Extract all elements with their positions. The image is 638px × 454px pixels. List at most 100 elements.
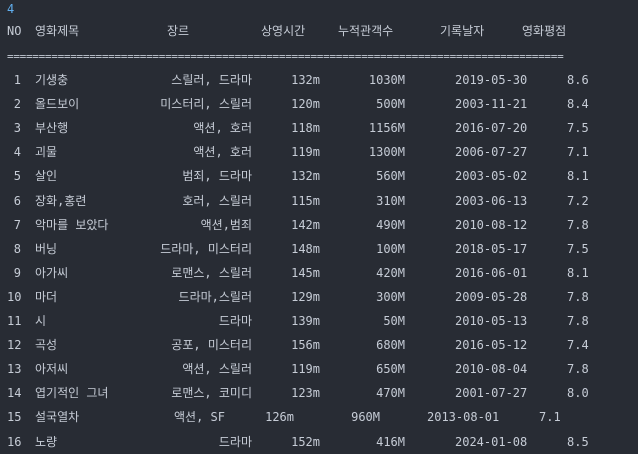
cell-audience: 490M bbox=[376, 218, 405, 232]
cell-audience: 50M bbox=[383, 314, 405, 328]
cell-no: 14 bbox=[7, 386, 22, 400]
cell-title: 곡성 bbox=[35, 338, 58, 352]
cell-audience: 1156M bbox=[368, 121, 405, 135]
cell-title: 악마를 보았다 bbox=[35, 218, 109, 232]
cell-rating: 7.8 bbox=[567, 218, 589, 232]
cell-audience: 310M bbox=[376, 194, 405, 208]
cell-rating: 7.1 bbox=[567, 145, 589, 159]
cell-title: 버닝 bbox=[35, 242, 58, 256]
cell-date: 2016-06-01 bbox=[455, 266, 528, 280]
cell-rating: 8.6 bbox=[567, 73, 589, 87]
cell-genre: 드라마,스릴러 bbox=[178, 290, 252, 304]
cell-runtime: 119m bbox=[291, 362, 320, 376]
cell-rating: 8.5 bbox=[567, 435, 589, 449]
header-no: NO bbox=[7, 24, 22, 38]
cell-runtime: 129m bbox=[291, 290, 320, 304]
cell-no: 16 bbox=[7, 435, 22, 449]
cell-no: 7 bbox=[13, 218, 21, 232]
cell-no: 4 bbox=[13, 145, 21, 159]
cell-no: 15 bbox=[7, 410, 22, 424]
cell-runtime: 119m bbox=[291, 145, 320, 159]
cell-runtime: 118m bbox=[291, 121, 320, 135]
table-row: 8 버닝 드라마, 미스터리 148m 100M 2018-05-17 7.5 bbox=[0, 240, 638, 258]
header-title: 영화제목 bbox=[35, 24, 80, 38]
cell-genre: 액션, 호러 bbox=[193, 121, 252, 135]
cell-audience: 1300M bbox=[368, 145, 405, 159]
cell-no: 5 bbox=[13, 169, 21, 183]
table-row: 3 부산행 액션, 호러 118m 1156M 2016-07-20 7.5 bbox=[0, 119, 638, 137]
cell-no: 9 bbox=[13, 266, 21, 280]
cell-date: 2006-07-27 bbox=[455, 145, 528, 159]
table-row: 5 살인 범죄, 드라마 132m 560M 2003-05-02 8.1 bbox=[0, 167, 638, 185]
header-rating: 영화평점 bbox=[522, 24, 567, 38]
cell-audience: 500M bbox=[376, 97, 405, 111]
cell-audience: 650M bbox=[376, 362, 405, 376]
cell-date: 2009-05-28 bbox=[455, 290, 528, 304]
cell-rating: 7.8 bbox=[567, 314, 589, 328]
header-runtime: 상영시간 bbox=[261, 24, 306, 38]
cell-no: 1 bbox=[13, 73, 21, 87]
cell-title: 살인 bbox=[35, 169, 58, 183]
cell-runtime: 148m bbox=[291, 242, 320, 256]
table-row: 15 설국열차 액션, SF 126m 960M 2013-08-01 7.1 bbox=[0, 408, 638, 426]
cell-date: 2010-08-12 bbox=[455, 218, 528, 232]
input-echo: 4 bbox=[7, 2, 15, 16]
cell-runtime: 156m bbox=[291, 338, 320, 352]
cell-title: 엽기적인 그녀 bbox=[35, 386, 109, 400]
cell-runtime: 120m bbox=[291, 97, 320, 111]
cell-date: 2018-05-17 bbox=[455, 242, 528, 256]
separator-line: ========================================… bbox=[7, 50, 564, 63]
cell-genre: 스릴러, 드라마 bbox=[171, 73, 252, 87]
table-row: 6 장화,홍련 호러, 스릴러 115m 310M 2003-06-13 7.2 bbox=[0, 192, 638, 210]
cell-date: 2016-05-12 bbox=[455, 338, 528, 352]
cell-rating: 7.5 bbox=[567, 242, 589, 256]
cell-rating: 7.5 bbox=[567, 121, 589, 135]
cell-rating: 7.8 bbox=[567, 290, 589, 304]
cell-date: 2003-06-13 bbox=[455, 194, 528, 208]
cell-date: 2010-08-04 bbox=[455, 362, 528, 376]
cell-date: 2003-05-02 bbox=[455, 169, 528, 183]
cell-rating: 7.4 bbox=[567, 338, 589, 352]
cell-rating: 7.8 bbox=[567, 362, 589, 376]
cell-genre: 로맨스, 코미디 bbox=[171, 386, 252, 400]
cell-audience: 100M bbox=[376, 242, 405, 256]
cell-date: 2003-11-21 bbox=[455, 97, 528, 111]
cell-no: 3 bbox=[13, 121, 21, 135]
cell-genre: 호러, 스릴러 bbox=[182, 194, 252, 208]
cell-runtime: 142m bbox=[291, 218, 320, 232]
cell-date: 2010-05-13 bbox=[455, 314, 528, 328]
cell-title: 시 bbox=[35, 314, 47, 328]
cell-no: 12 bbox=[7, 338, 22, 352]
cell-date: 2001-07-27 bbox=[455, 386, 528, 400]
cell-rating: 8.0 bbox=[567, 386, 589, 400]
cell-date: 2019-05-30 bbox=[455, 73, 528, 87]
table-row: 13 아저씨 액션, 스릴러 119m 650M 2010-08-04 7.8 bbox=[0, 360, 638, 378]
table-row: 4 괴물 액션, 호러 119m 1300M 2006-07-27 7.1 bbox=[0, 143, 638, 161]
header-audience: 누적관객수 bbox=[338, 24, 394, 38]
cell-title: 마더 bbox=[35, 290, 58, 304]
cell-audience: 470M bbox=[376, 386, 405, 400]
cell-genre: 공포, 미스터리 bbox=[171, 338, 252, 352]
table-row: 10 마더 드라마,스릴러 129m 300M 2009-05-28 7.8 bbox=[0, 288, 638, 306]
cell-runtime: 115m bbox=[291, 194, 320, 208]
cell-audience: 680M bbox=[376, 338, 405, 352]
cell-audience: 960M bbox=[351, 410, 380, 424]
cell-title: 아저씨 bbox=[35, 362, 69, 376]
cell-runtime: 132m bbox=[291, 73, 320, 87]
cell-no: 13 bbox=[7, 362, 22, 376]
cell-audience: 420M bbox=[376, 266, 405, 280]
table-row: 2 올드보이 미스터리, 스릴러 120m 500M 2003-11-21 8.4 bbox=[0, 95, 638, 113]
cell-title: 부산행 bbox=[35, 121, 69, 135]
cell-audience: 300M bbox=[376, 290, 405, 304]
cell-genre: 범죄, 드라마 bbox=[182, 169, 252, 183]
cell-rating: 8.1 bbox=[567, 169, 589, 183]
cell-genre: 로맨스, 스릴러 bbox=[171, 266, 252, 280]
cell-rating: 7.1 bbox=[539, 410, 561, 424]
table-row: 7 악마를 보았다 액션,범죄 142m 490M 2010-08-12 7.8 bbox=[0, 216, 638, 234]
cell-title: 설국열차 bbox=[35, 410, 80, 424]
table-row: 14 엽기적인 그녀 로맨스, 코미디 123m 470M 2001-07-27 8.0 bbox=[0, 384, 638, 402]
cell-audience: 560M bbox=[376, 169, 405, 183]
cell-genre: 드라마, 미스터리 bbox=[160, 242, 252, 256]
table-row: 12 곡성 공포, 미스터리 156m 680M 2016-05-12 7.4 bbox=[0, 336, 638, 354]
